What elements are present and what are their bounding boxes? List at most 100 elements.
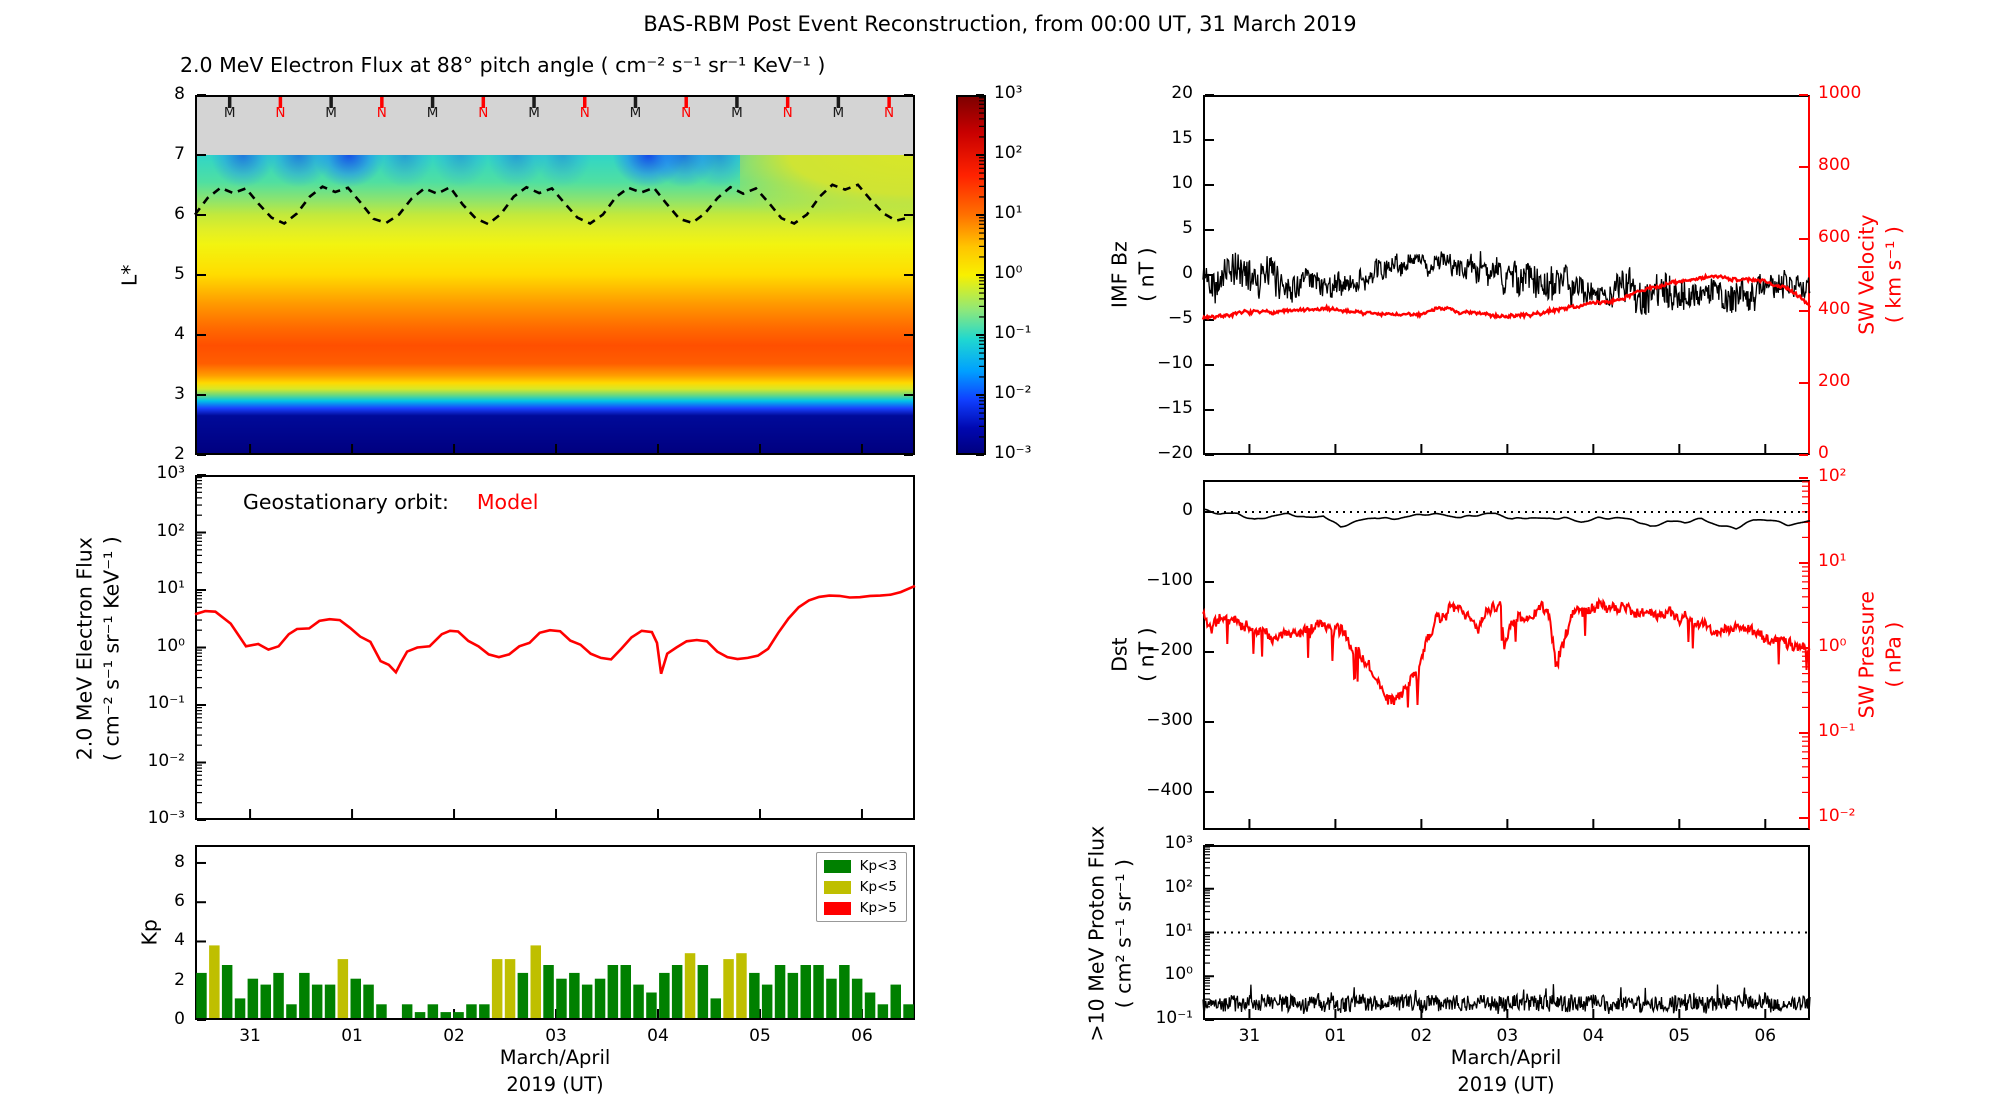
sw-pressure-ylabel-line2: ( nPa ) — [1881, 621, 1905, 688]
imf-ytick-label: −10 — [1157, 353, 1193, 373]
warm-top-region — [739, 155, 913, 223]
dst-ytick-label: −100 — [1146, 570, 1193, 590]
heatmap-ytick-label: 7 — [174, 144, 185, 164]
kp-xtick-label: 01 — [341, 1026, 363, 1046]
proton-ytick-label: 10⁰ — [1164, 964, 1193, 985]
colorbar-tick-label: 10⁻² — [994, 383, 1032, 403]
right-xaxis-title-line2: 2019 (UT) — [1457, 1073, 1555, 1096]
orbit-band — [197, 97, 913, 155]
sw-pressure-ylabel: SW Pressure ( nPa ) — [1853, 525, 1906, 785]
geo-ytick-label: 10⁻³ — [147, 808, 185, 828]
legend-swatch — [823, 859, 851, 873]
legend-label: Kp<3 — [859, 858, 897, 874]
orbit-band-label-m: M — [426, 105, 439, 121]
imf-ytick-label: 0 — [1182, 263, 1193, 283]
sw-velocity-tick-label: 400 — [1818, 299, 1851, 319]
geo-ytick-label: 10⁻¹ — [147, 693, 185, 713]
geo-annotation: Geostationary orbit: Model — [243, 490, 538, 514]
kp-xtick-label: 06 — [851, 1026, 873, 1046]
orbit-band-label-m: M — [528, 105, 540, 121]
heatmap-ytick-label: 5 — [174, 264, 185, 284]
proton-xtick-label: 06 — [1754, 1026, 1777, 1046]
heatmap-ytick-label: 8 — [174, 84, 185, 104]
colorbar — [956, 95, 986, 455]
sw-pressure-tick-label: 10¹ — [1818, 551, 1847, 571]
legend-row: Kp<3 — [823, 858, 897, 874]
heatmap-image — [197, 155, 913, 453]
kp-ytick-label: 0 — [174, 1009, 185, 1029]
colorbar-tick-label: 10² — [994, 143, 1023, 163]
sw-velocity-ylabel-line1: SW Velocity — [1854, 214, 1879, 335]
dst-ytick-label: 0 — [1182, 500, 1193, 520]
heatmap-ytick-label: 2 — [174, 444, 185, 464]
proton-ytick-label: 10¹ — [1164, 920, 1193, 941]
sw-pressure-tick-label: 10⁻² — [1818, 806, 1856, 826]
sw-pressure-ylabel-line1: SW Pressure — [1854, 590, 1879, 719]
sw-velocity-tick-label: 200 — [1818, 371, 1851, 391]
colorbar-tick-label: 10¹ — [994, 203, 1023, 223]
kp-xtick-label: 04 — [647, 1026, 669, 1046]
dst-ytick-label: −200 — [1146, 640, 1193, 660]
imf-ytick-label: 5 — [1182, 218, 1193, 238]
geo-annotation-model: Model — [476, 490, 539, 514]
proton-xtick-label: 04 — [1582, 1026, 1605, 1046]
proton-xtick-label: 01 — [1324, 1026, 1347, 1046]
kp-ytick-label: 2 — [174, 969, 185, 990]
orbit-band-label-n: N — [275, 105, 286, 121]
kp-ytick-label: 4 — [174, 930, 185, 951]
geo-flux-ylabel-line1: 2.0 MeV Electron Flux — [72, 537, 97, 761]
proton-ytick-label: 10⁻¹ — [1155, 1008, 1193, 1028]
proton-ytick-label: 10² — [1164, 876, 1193, 897]
orbit-band-label-n: N — [782, 105, 793, 121]
right-xaxis-title-line1: March/April — [1450, 1046, 1562, 1069]
imf-ytick-label: 10 — [1171, 173, 1193, 193]
imf-ytick-label: 20 — [1171, 83, 1193, 103]
legend-swatch — [823, 880, 851, 894]
kp-xtick-label: 03 — [545, 1026, 567, 1046]
orbit-band-label-n: N — [681, 105, 692, 121]
kp-xtick-label: 31 — [239, 1026, 261, 1046]
colorbar-tick-label: 10⁻¹ — [994, 323, 1032, 343]
proton-xtick-label: 31 — [1238, 1026, 1261, 1046]
figure-title: BAS-RBM Post Event Reconstruction, from … — [643, 12, 1357, 36]
imf-ytick-label: −15 — [1157, 398, 1193, 418]
legend-label: Kp>5 — [859, 900, 897, 916]
proton-ytick-label: 10³ — [1164, 833, 1193, 853]
imf-sw-velocity-panel — [1203, 95, 1810, 455]
proton-ylabel-line1: >10 MeV Proton Flux — [1084, 825, 1109, 1042]
kp-xtick-label: 05 — [749, 1026, 771, 1046]
geo-flux-ylabel: 2.0 MeV Electron Flux ( cm⁻² s⁻¹ sr⁻¹ Ke… — [71, 469, 124, 829]
dst-sw-pressure-panel — [1203, 480, 1810, 830]
heatmap-ytick-label: 3 — [174, 384, 185, 404]
colorbar-tick-label: 10⁻³ — [994, 443, 1032, 463]
kp-panel: Kp<3 Kp<5 Kp>5 — [195, 845, 915, 1020]
sw-velocity-tick-label: 600 — [1818, 227, 1851, 247]
orbit-band-label-n: N — [478, 105, 489, 121]
orbit-band-label-m: M — [731, 105, 743, 121]
legend-row: Kp>5 — [823, 900, 897, 916]
geo-flux-ylabel-line2: ( cm⁻² s⁻¹ sr⁻¹ KeV⁻¹ ) — [99, 536, 123, 762]
geo-ytick-label: 10⁻² — [147, 750, 185, 771]
kp-ytick-label: 6 — [174, 891, 185, 912]
heatmap-ylabel: L* — [117, 264, 142, 287]
dst-ytick-label: −400 — [1146, 780, 1193, 800]
orbit-band-label-n: N — [376, 105, 387, 121]
sw-velocity-tick-label: 800 — [1818, 155, 1851, 175]
sw-pressure-tick-label: 10⁻¹ — [1818, 721, 1856, 741]
left-xaxis-title-line1: March/April — [499, 1046, 611, 1069]
legend-row: Kp<5 — [823, 879, 897, 895]
sw-pressure-tick-label: 10² — [1818, 466, 1847, 486]
proton-xtick-label: 05 — [1668, 1026, 1691, 1046]
geo-ytick-label: 10¹ — [156, 578, 185, 598]
geo-ytick-label: 10² — [156, 520, 185, 541]
proton-flux-panel — [1203, 845, 1810, 1020]
legend-swatch — [823, 901, 851, 915]
colorbar-tick-label: 10³ — [994, 83, 1023, 103]
geo-annotation-prefix: Geostationary orbit: — [243, 490, 449, 514]
dst-ytick-label: −300 — [1146, 710, 1193, 730]
heatmap-ytick-label: 4 — [174, 324, 185, 344]
imf-ytick-label: 15 — [1171, 128, 1193, 148]
colorbar-gradient — [958, 97, 984, 453]
